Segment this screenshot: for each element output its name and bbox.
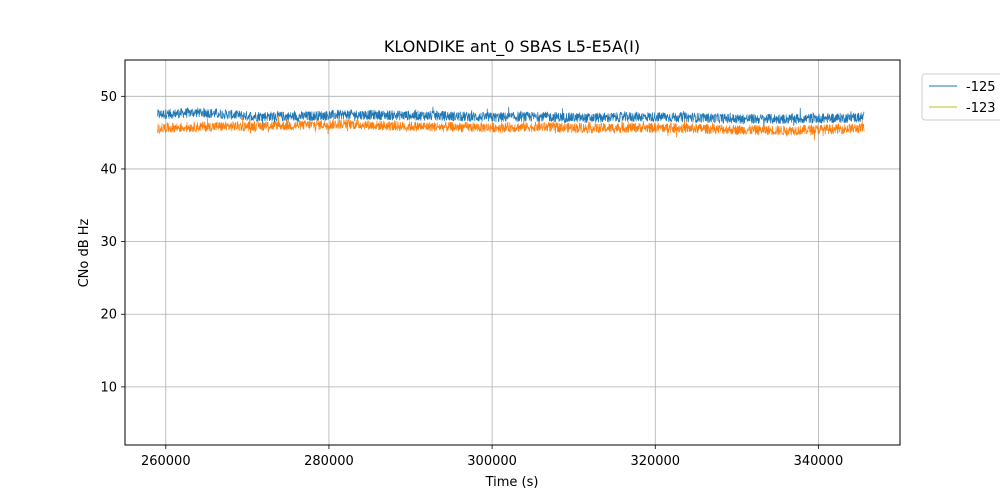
legend: -125 -123 [921,73,1000,121]
legend-label-series-1: -125 [966,80,996,95]
y-tick-label: 10 [100,380,117,395]
y-tick-label: 50 [100,90,117,105]
y-tick-label: 40 [100,162,117,177]
y-axis-label: CNo dB Hz [77,218,92,287]
x-tick-label: 300000 [467,454,517,469]
legend-label-series-2: -123 [966,101,996,116]
series-layer [157,106,865,141]
y-tick-label: 30 [100,235,117,250]
ticks: 260000 280000 300000 320000 340000 10 20 30 40 50 [100,90,843,469]
x-tick-label: 340000 [794,454,844,469]
x-tick-label: 280000 [304,454,354,469]
grid [125,60,900,445]
series-line-2 [157,115,865,141]
y-tick-label: 20 [100,308,117,323]
plot-frame [124,59,901,446]
chart-title: KLONDIKE ant_0 SBAS L5-E5A(I) [384,37,640,57]
x-axis-label: Time (s) [485,475,539,490]
series-line-1 [157,106,865,129]
x-tick-label: 260000 [141,454,191,469]
x-tick-label: 320000 [630,454,680,469]
